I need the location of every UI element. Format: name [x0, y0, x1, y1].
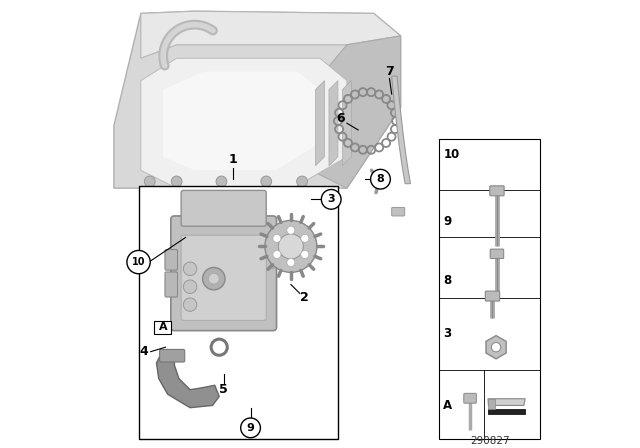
Text: A: A — [443, 399, 452, 412]
Circle shape — [273, 234, 281, 242]
FancyBboxPatch shape — [159, 349, 185, 362]
FancyBboxPatch shape — [181, 190, 266, 226]
Text: 10: 10 — [132, 257, 145, 267]
Polygon shape — [156, 349, 219, 408]
Text: 10: 10 — [443, 148, 460, 161]
Text: 290827: 290827 — [470, 436, 510, 446]
Circle shape — [241, 418, 260, 438]
Text: 7: 7 — [385, 65, 394, 78]
FancyBboxPatch shape — [165, 250, 177, 270]
FancyBboxPatch shape — [439, 139, 540, 439]
Circle shape — [321, 190, 341, 209]
Circle shape — [183, 280, 197, 293]
FancyBboxPatch shape — [154, 321, 172, 334]
Circle shape — [216, 176, 227, 187]
Circle shape — [203, 267, 225, 290]
Circle shape — [301, 250, 309, 258]
Polygon shape — [392, 76, 410, 184]
Polygon shape — [163, 72, 320, 170]
FancyBboxPatch shape — [490, 186, 504, 196]
Text: 8: 8 — [443, 273, 451, 287]
Circle shape — [273, 250, 281, 258]
Circle shape — [297, 176, 307, 187]
Text: 1: 1 — [228, 152, 237, 166]
Polygon shape — [342, 81, 351, 166]
Polygon shape — [141, 11, 401, 58]
Polygon shape — [488, 399, 525, 405]
Text: 3: 3 — [328, 194, 335, 204]
FancyBboxPatch shape — [464, 393, 476, 403]
Text: 4: 4 — [140, 345, 148, 358]
Text: 5: 5 — [220, 383, 228, 396]
FancyBboxPatch shape — [490, 249, 504, 258]
Polygon shape — [302, 36, 401, 188]
Circle shape — [127, 250, 150, 274]
Text: 8: 8 — [376, 174, 385, 184]
Polygon shape — [488, 399, 495, 409]
Polygon shape — [488, 409, 525, 414]
Circle shape — [287, 258, 295, 267]
Polygon shape — [141, 58, 347, 188]
Text: 9: 9 — [443, 215, 451, 228]
Circle shape — [492, 343, 500, 352]
Polygon shape — [329, 81, 338, 166]
Circle shape — [172, 176, 182, 187]
Circle shape — [287, 226, 295, 234]
Circle shape — [183, 262, 197, 276]
Text: 2: 2 — [300, 291, 308, 305]
Text: 6: 6 — [336, 112, 344, 125]
Polygon shape — [114, 11, 401, 188]
Text: 3: 3 — [443, 327, 451, 340]
FancyBboxPatch shape — [392, 207, 404, 216]
Circle shape — [301, 234, 309, 242]
FancyBboxPatch shape — [165, 272, 177, 297]
Circle shape — [278, 234, 303, 259]
Circle shape — [261, 176, 271, 187]
FancyBboxPatch shape — [485, 291, 500, 301]
Circle shape — [183, 298, 197, 311]
Circle shape — [145, 176, 155, 187]
Circle shape — [209, 273, 219, 284]
FancyBboxPatch shape — [138, 186, 338, 439]
Text: 9: 9 — [246, 423, 255, 433]
FancyBboxPatch shape — [171, 216, 276, 331]
Polygon shape — [316, 81, 324, 166]
Circle shape — [265, 220, 317, 272]
Text: A: A — [159, 323, 167, 332]
Circle shape — [371, 169, 390, 189]
FancyBboxPatch shape — [181, 235, 266, 320]
